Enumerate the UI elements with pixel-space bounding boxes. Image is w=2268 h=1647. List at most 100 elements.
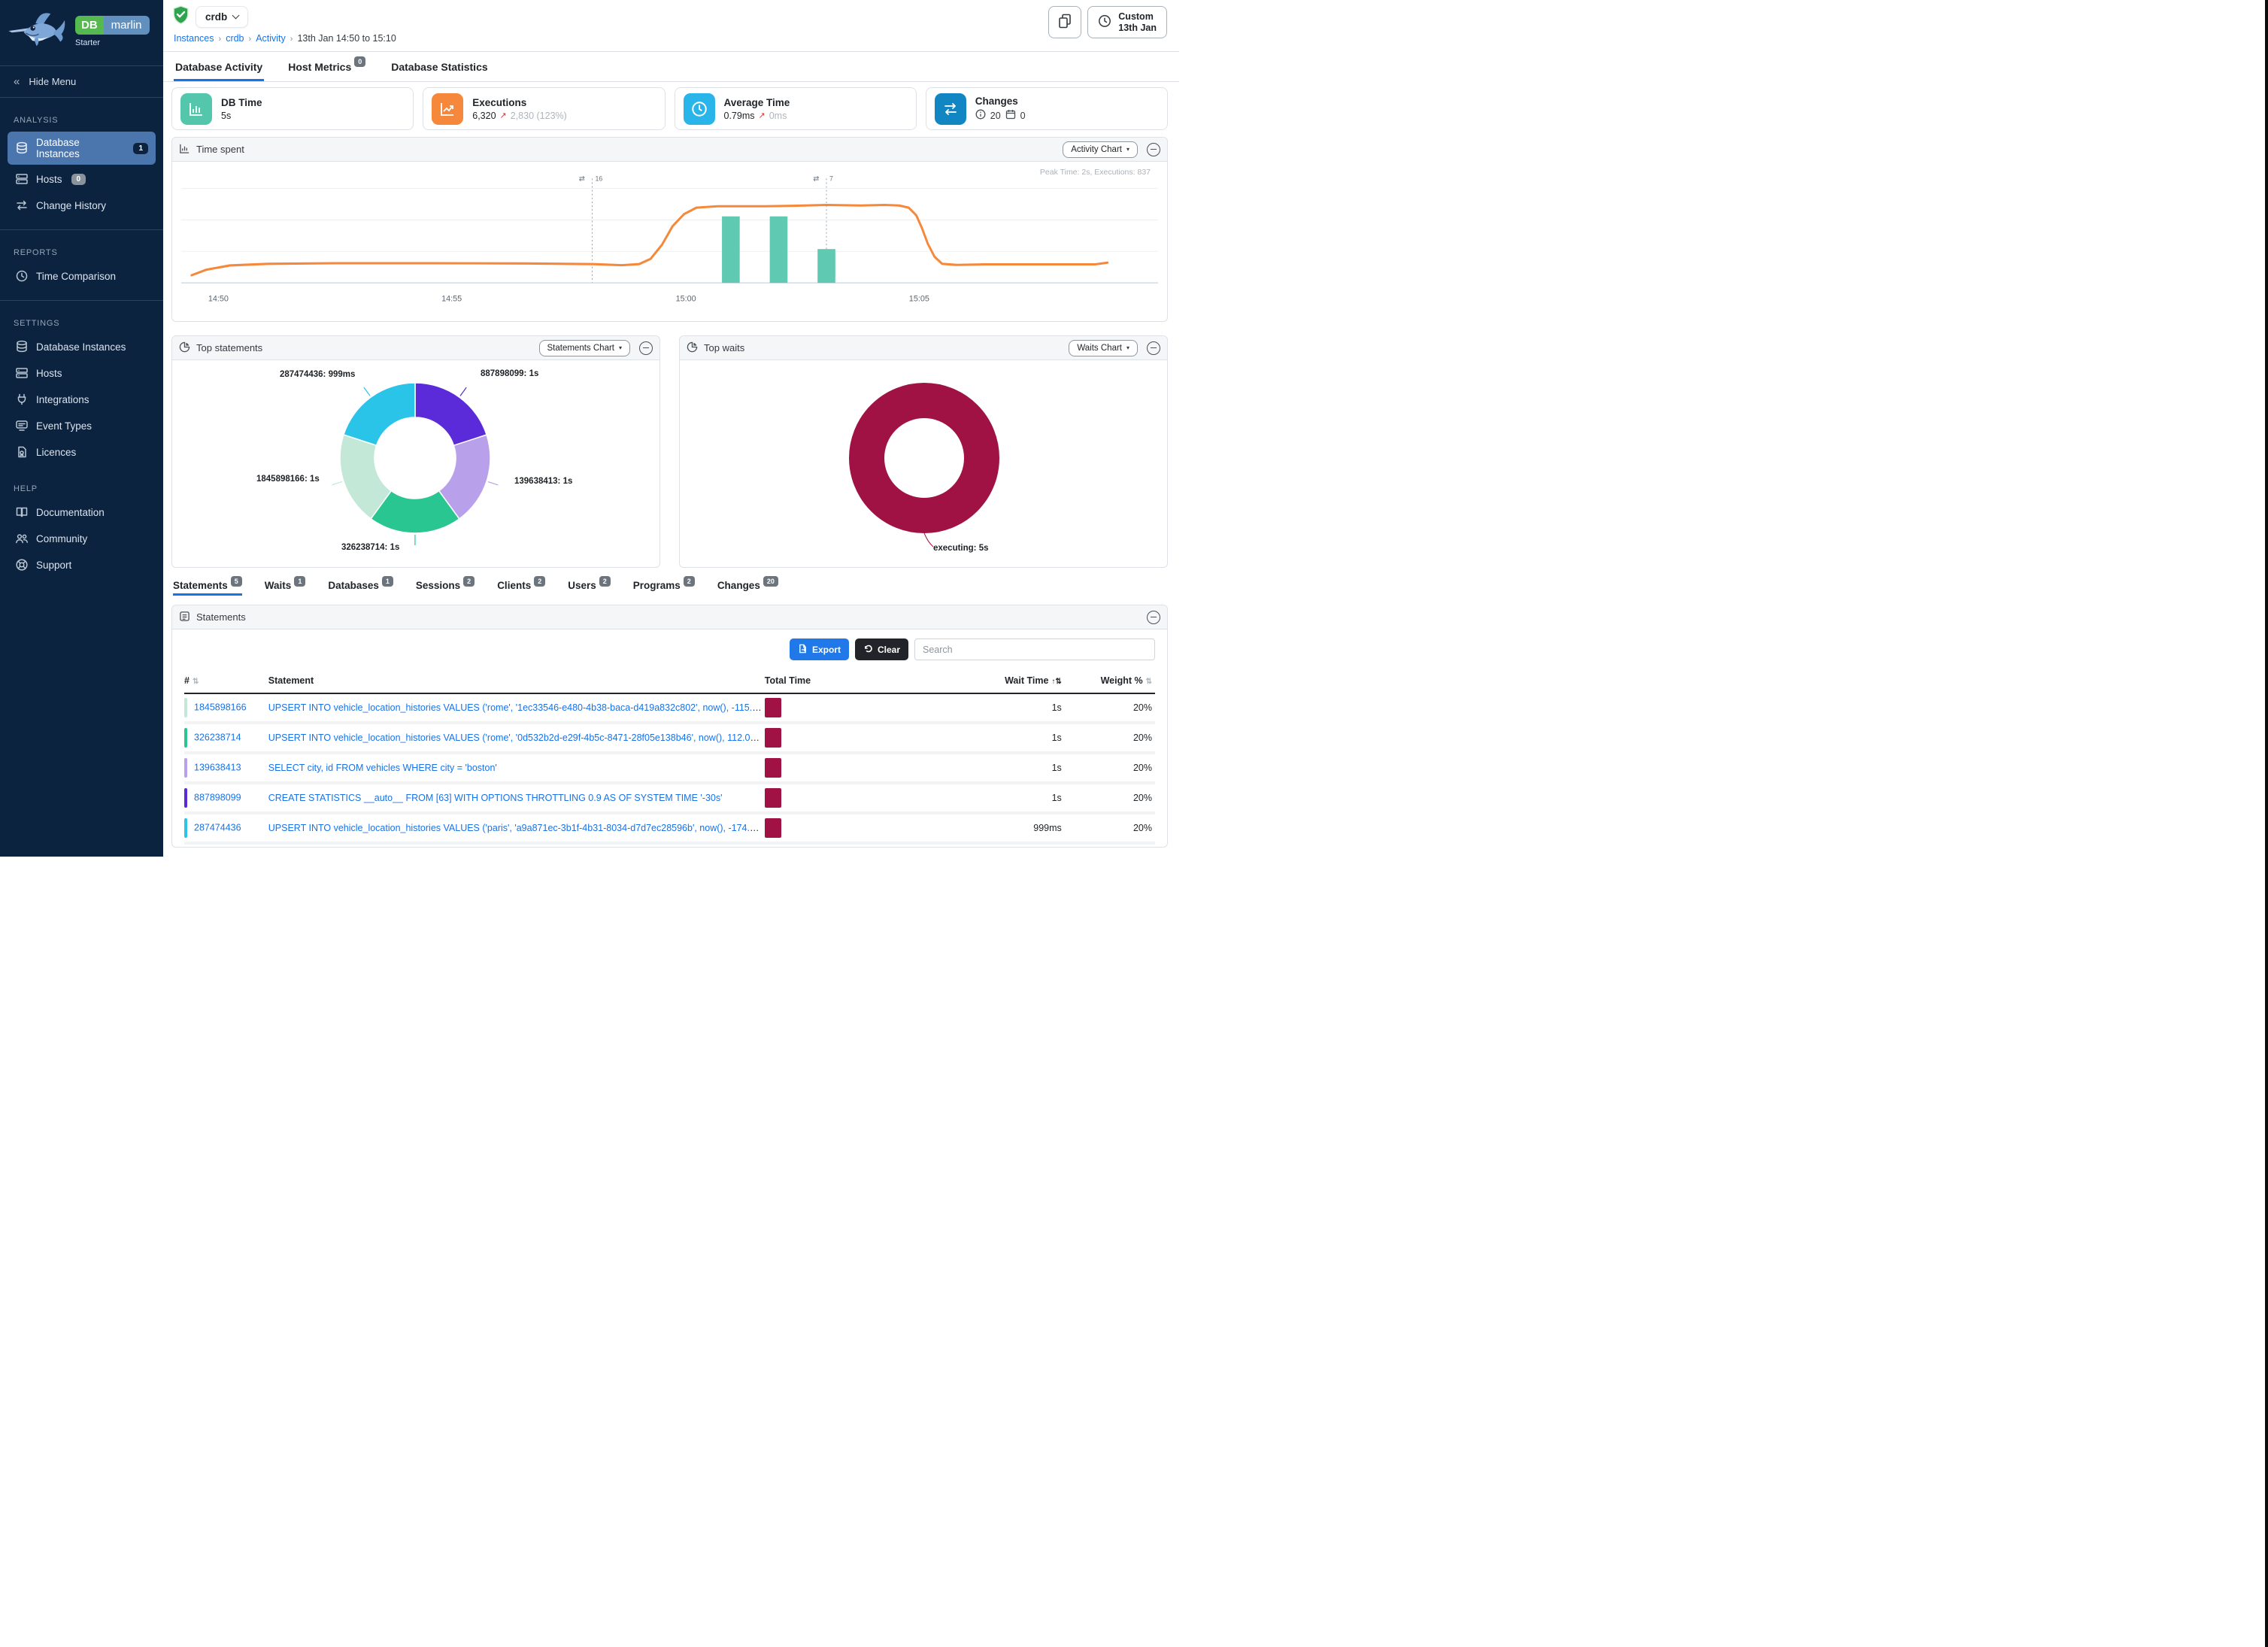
- peak-note: Peak Time: 2s, Executions: 837: [1039, 168, 1151, 177]
- search-input[interactable]: [914, 638, 1155, 660]
- card-title: DB Time: [221, 96, 262, 108]
- statement-link[interactable]: CREATE STATISTICS __auto__ FROM [63] WIT…: [268, 793, 723, 803]
- tab-database-activity[interactable]: Database Activity: [174, 52, 264, 81]
- breadcrumb-activity[interactable]: Activity: [256, 33, 286, 44]
- sidebar-item-support[interactable]: Support: [8, 553, 156, 577]
- sidebar-item-documentation[interactable]: Documentation: [8, 500, 156, 524]
- chevron-down-icon: [232, 11, 240, 19]
- waits-chart-select[interactable]: Waits Chart ▾: [1069, 339, 1138, 356]
- donut-label-1845898166: 1845898166: 1s: [256, 475, 320, 484]
- donut-label-326238714: 326238714: 1s: [341, 543, 400, 552]
- time-spent-header: Time spent Activity Chart ▾: [172, 138, 1167, 162]
- collapse-icon[interactable]: [1147, 142, 1160, 156]
- tab-sessions[interactable]: Sessions 2: [416, 576, 475, 596]
- statements-chart-select[interactable]: Statements Chart ▾: [538, 339, 630, 356]
- collapse-icon[interactable]: [1147, 341, 1160, 355]
- nav-section-title: REPORTS: [14, 248, 58, 257]
- statement-link[interactable]: UPSERT INTO vehicle_location_histories V…: [268, 823, 765, 833]
- sidebar-item-label: Database Instances: [36, 341, 126, 353]
- statements-table-header: Statements: [172, 605, 1167, 629]
- svg-text:⇄: ⇄: [813, 174, 819, 183]
- breadcrumb-crdb[interactable]: crdb: [226, 33, 244, 44]
- statement-id-link[interactable]: 1845898166: [194, 702, 247, 713]
- column-header-label: Total Time: [764, 675, 811, 686]
- sidebar-item-time-comparison[interactable]: Time Comparison: [8, 264, 156, 288]
- nav-divider: [0, 229, 163, 230]
- up-arrow-icon: ↗: [758, 111, 766, 120]
- collapse-icon[interactable]: [639, 341, 653, 355]
- tab-waits[interactable]: Waits 1: [265, 576, 306, 596]
- sidebar-item-community[interactable]: Community: [8, 526, 156, 551]
- wait-time-value: 1s: [920, 723, 1065, 754]
- statement-link[interactable]: SELECT city, id FROM vehicles WHERE city…: [268, 763, 497, 773]
- statements-donut-chart[interactable]: 887898099: 1s 139638413: 1s 326238714: 1s 1…: [172, 360, 659, 567]
- sidebar-item-change-history[interactable]: Change History: [8, 193, 156, 217]
- sidebar-item-hosts[interactable]: Hosts: [8, 361, 156, 385]
- statement-id-link[interactable]: 139638413: [194, 762, 241, 773]
- hide-menu-button[interactable]: « Hide Menu: [0, 65, 163, 98]
- pie-chart-icon: [179, 341, 190, 355]
- activity-chart[interactable]: ⇄ 16 ⇄ 7 14:50 14:55 15:00 15:05 Peak Time: 2s,…: [172, 162, 1167, 321]
- instance-selector[interactable]: crdb: [196, 5, 249, 28]
- activity-chart-select[interactable]: Activity Chart ▾: [1063, 141, 1138, 158]
- column-header-wait-time[interactable]: Wait Time ↑⇅: [920, 669, 1065, 694]
- pie-chart-icon: [687, 341, 698, 355]
- clock-icon: [15, 269, 29, 283]
- tab-label: Clients: [497, 580, 532, 591]
- export-button[interactable]: Export: [789, 638, 849, 660]
- breadcrumb-separator: ›: [218, 35, 222, 44]
- tab-label: Databases: [328, 580, 379, 591]
- breadcrumb-instances[interactable]: Instances: [174, 33, 214, 44]
- column-header-label: Weight %: [1100, 675, 1143, 686]
- tab-database-statistics[interactable]: Database Statistics: [390, 52, 489, 81]
- sidebar-item-integrations[interactable]: Integrations: [8, 387, 156, 411]
- brand-plan: Starter: [75, 38, 101, 47]
- top-waits-panel: Top waits Waits Chart ▾ executing: 5s: [679, 335, 1168, 568]
- brand-marlin: marlin: [103, 15, 150, 35]
- statement-id-link[interactable]: 887898099: [194, 792, 241, 803]
- wait-time-value: 999ms: [920, 813, 1065, 845]
- tab-databases[interactable]: Databases 1: [328, 576, 393, 596]
- time-range-button[interactable]: Custom 13th Jan: [1087, 6, 1167, 38]
- sidebar-item-label: Documentation: [36, 506, 105, 518]
- sidebar-item-licences[interactable]: Licences: [8, 440, 156, 464]
- sidebar-item-database-instances[interactable]: Database Instances: [8, 335, 156, 359]
- sidebar: DB marlin Starter « Hide Menu ANALYSIS Da…: [0, 0, 163, 857]
- brand[interactable]: DB marlin Starter: [0, 0, 163, 59]
- changes-card[interactable]: Changes 20 0: [925, 87, 1168, 130]
- time-spent-panel: Time spent Activity Chart ▾ ⇄ 16 ⇄ 7 14:50 14…: [171, 137, 1168, 322]
- copy-link-button[interactable]: [1048, 6, 1082, 38]
- column-header-total-time[interactable]: Total Time: [764, 669, 920, 694]
- main-content: crdb Instances › crdb › Activity › 13th Jan 14…: [163, 0, 2268, 1647]
- tab-clients[interactable]: Clients 2: [497, 576, 546, 596]
- calendar-icon: [1005, 109, 1016, 122]
- average-time-card[interactable]: Average Time 0.79ms ↗ 0ms: [674, 87, 917, 130]
- tab-label: Users: [568, 580, 596, 591]
- sidebar-item-label: Licences: [36, 446, 77, 458]
- sidebar-item-hosts[interactable]: Hosts 0: [8, 167, 156, 191]
- tab-users[interactable]: Users 2: [568, 576, 611, 596]
- clear-button[interactable]: Clear: [854, 638, 908, 660]
- server-icon: [15, 366, 29, 380]
- statement-id-link[interactable]: 326238714: [194, 732, 241, 743]
- column-header-label: Wait Time: [1005, 675, 1049, 686]
- book-icon: [15, 505, 29, 519]
- tab-statements[interactable]: Statements 5: [173, 576, 242, 596]
- tab-changes[interactable]: Changes 20: [717, 576, 778, 596]
- statement-link[interactable]: UPSERT INTO vehicle_location_histories V…: [268, 702, 765, 713]
- tab-host-metrics[interactable]: Host Metrics 0: [287, 52, 367, 81]
- collapse-icon[interactable]: [1147, 610, 1160, 624]
- column-header-statement[interactable]: Statement: [268, 669, 765, 694]
- column-header-weight-[interactable]: Weight % ⇅: [1064, 669, 1155, 694]
- sidebar-item-database-instances[interactable]: Database Instances 1: [8, 132, 156, 165]
- db-time-card[interactable]: DB Time 5s: [171, 87, 414, 130]
- tab-programs[interactable]: Programs 2: [633, 576, 695, 596]
- statement-link[interactable]: UPSERT INTO vehicle_location_histories V…: [268, 733, 765, 743]
- panel-title: Time spent: [196, 144, 244, 155]
- sidebar-item-event-types[interactable]: Event Types: [8, 414, 156, 438]
- export-label: Export: [811, 644, 841, 655]
- executions-card[interactable]: Executions 6,320 ↗ 2,830 (123%): [423, 87, 666, 130]
- waits-donut-chart[interactable]: executing: 5s: [680, 360, 1167, 567]
- column-header--[interactable]: # ⇅: [184, 669, 268, 694]
- statement-id-link[interactable]: 287474436: [194, 822, 241, 833]
